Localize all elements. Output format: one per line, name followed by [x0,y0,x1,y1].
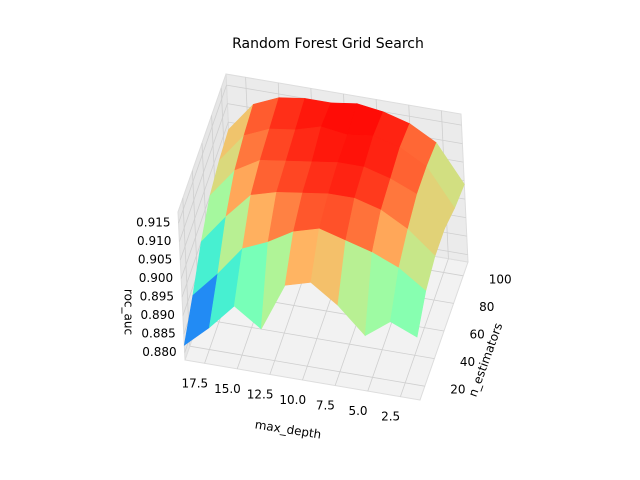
z-tick-label: 0.910 [137,234,171,248]
grid-line [178,84,227,224]
z-tick-label: 0.895 [140,290,174,304]
grid-line [179,121,229,261]
z-tick-label: 0.905 [138,253,172,267]
grid-line [179,103,228,242]
x-tick-label: 7.5 [316,399,335,413]
x-tick-label: 10.0 [279,393,306,407]
x-tick-label: 15.0 [214,382,241,396]
chart-title: Random Forest Grid Search [232,36,424,52]
grid-line [199,318,435,359]
z-axis-label: roc_auc [122,289,136,335]
x-tick-label: 2.5 [381,410,400,424]
surface-patch [390,267,427,338]
grid-line [189,345,425,387]
x-tick-label: 12.5 [247,388,274,402]
y-tick-label: 80 [479,300,494,314]
z-tick-label: 0.900 [139,271,173,285]
x-axis-label: max_depth [254,417,322,441]
surface [183,97,465,346]
y-tick-label: 100 [489,272,512,286]
z-tick-label: 0.880 [142,345,176,359]
labels: 2.5 5.0 7.5 10.0 12.5 15.0 17.5 20 40 60 80 100 0.88… [136,216,511,424]
x-tick-label: 5.0 [348,404,367,418]
y-tick-label: 60 [470,328,485,342]
y-tick-label: 40 [460,355,475,369]
z-tick-label: 0.915 [136,216,170,230]
z-tick-label: 0.890 [141,308,175,322]
y-tick-label: 20 [450,383,465,397]
x-tick-label: 17.5 [181,376,208,390]
z-tick-label: 0.885 [141,327,175,341]
